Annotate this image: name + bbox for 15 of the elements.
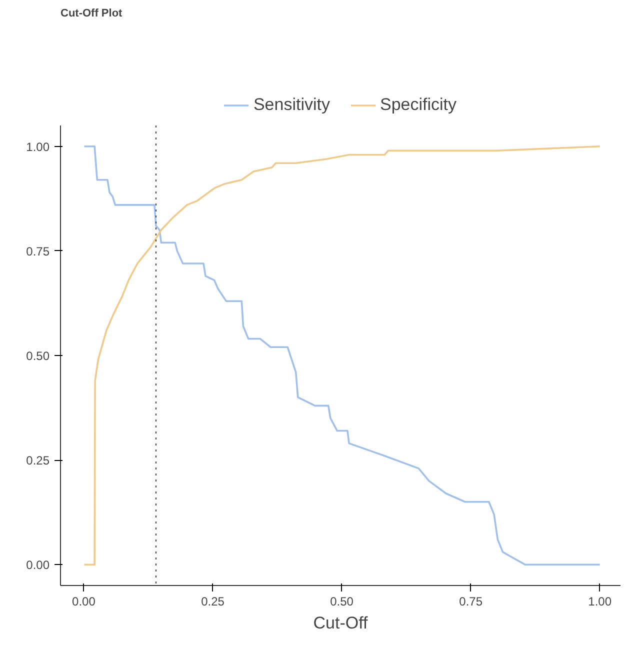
x-tick-label: 0.00 bbox=[72, 594, 96, 608]
x-tick-label: 0.25 bbox=[201, 594, 225, 608]
y-tick-label: 0.75 bbox=[26, 244, 50, 258]
x-axis-title: Cut-Off bbox=[313, 614, 368, 632]
chart-title: Cut-Off Plot bbox=[60, 8, 123, 20]
legend-label: Specificity bbox=[380, 95, 457, 115]
x-tick-label: 0.50 bbox=[330, 594, 354, 608]
y-tick-label: 0.25 bbox=[26, 454, 50, 468]
x-tick-label: 0.75 bbox=[459, 594, 483, 608]
legend-label: Sensitivity bbox=[253, 95, 330, 115]
x-tick-label: 1.00 bbox=[588, 594, 612, 608]
line-series bbox=[83, 146, 601, 566]
y-tick-label: 0.00 bbox=[26, 558, 50, 572]
y-tick-label: 1.00 bbox=[26, 140, 50, 154]
y-tick-label: 0.50 bbox=[26, 349, 50, 363]
